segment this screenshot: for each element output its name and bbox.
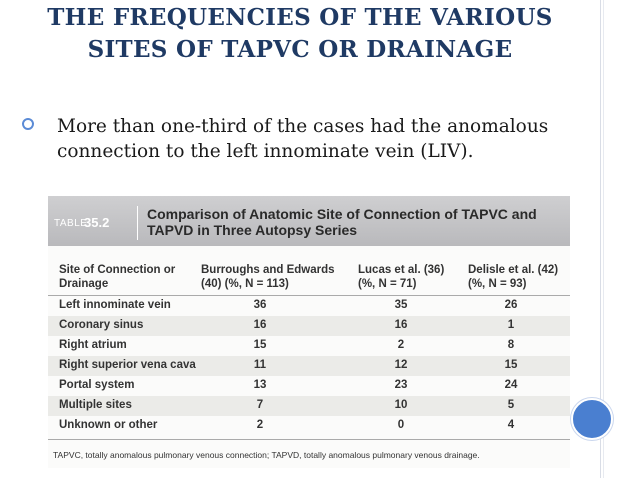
delisle-cell: 26 — [504, 299, 518, 311]
site-cell: Right superior vena cava — [59, 359, 196, 371]
burroughs-cell: 16 — [253, 319, 267, 331]
right-border-line-inner — [603, 0, 604, 478]
right-border-line — [600, 0, 601, 478]
lucas-cell: 12 — [394, 359, 408, 371]
site-cell: Multiple sites — [59, 399, 132, 411]
delisle-cell: 15 — [504, 359, 518, 371]
table-row: Right atrium 15 2 8 — [48, 336, 570, 356]
table-header-separator — [137, 206, 138, 240]
burroughs-cell: 2 — [256, 419, 264, 431]
lucas-cell: 2 — [397, 339, 405, 351]
column-header-delisle: Delisle et al. (42) (%, N = 93) — [468, 264, 559, 290]
decorative-blue-circle-icon — [571, 398, 613, 440]
burroughs-cell: 7 — [256, 399, 264, 411]
burroughs-cell: 15 — [253, 339, 267, 351]
table-label: TABLE — [54, 218, 88, 229]
slide-title: THE FREQUENCIES OF THE VARIOUS SITES OF … — [47, 4, 553, 63]
lucas-cell: 35 — [394, 299, 408, 311]
delisle-cell: 1 — [507, 319, 515, 331]
site-cell: Portal system — [59, 379, 135, 391]
table-row: Portal system 13 23 24 — [48, 376, 570, 396]
table-image: TABLE 35.2 Comparison of Anatomic Site o… — [48, 196, 570, 468]
table-footnote: TAPVC, totally anomalous pulmonary venou… — [53, 450, 480, 460]
lucas-cell: 23 — [394, 379, 408, 391]
table-top-rule — [48, 295, 570, 296]
delisle-cell: 4 — [507, 419, 515, 431]
column-header-burroughs: Burroughs and Edwards (40) (%, N = 113) — [201, 264, 335, 290]
delisle-cell: 5 — [507, 399, 515, 411]
bullet-text: More than one-third of the cases had the… — [57, 116, 549, 162]
column-header-lucas: Lucas et al. (36) (%, N = 71) — [358, 264, 445, 290]
delisle-cell: 8 — [507, 339, 515, 351]
table-row: Right superior vena cava 11 12 15 — [48, 356, 570, 376]
delisle-cell: 24 — [504, 379, 518, 391]
lucas-cell: 10 — [394, 399, 408, 411]
table-row: Multiple sites 7 10 5 — [48, 396, 570, 416]
table-caption: Comparison of Anatomic Site of Connectio… — [147, 206, 537, 238]
table-row: Coronary sinus 16 16 1 — [48, 316, 570, 336]
table-row: Left innominate vein 36 35 26 — [48, 296, 570, 316]
table-number: 35.2 — [84, 215, 110, 230]
table-bottom-rule — [48, 439, 570, 440]
burroughs-cell: 36 — [253, 299, 267, 311]
table-header-bar: TABLE 35.2 Comparison of Anatomic Site o… — [48, 196, 570, 246]
burroughs-cell: 13 — [253, 379, 267, 391]
table-row: Unknown or other 2 0 4 — [48, 416, 570, 436]
lucas-cell: 0 — [397, 419, 405, 431]
burroughs-cell: 11 — [253, 359, 267, 371]
site-cell: Unknown or other — [59, 419, 158, 431]
site-cell: Left innominate vein — [59, 299, 171, 311]
lucas-cell: 16 — [394, 319, 408, 331]
hollow-circle-bullet-icon — [22, 118, 34, 130]
column-header-site: Site of Connection or Drainage — [59, 264, 176, 290]
site-cell: Coronary sinus — [59, 319, 144, 331]
site-cell: Right atrium — [59, 339, 127, 351]
